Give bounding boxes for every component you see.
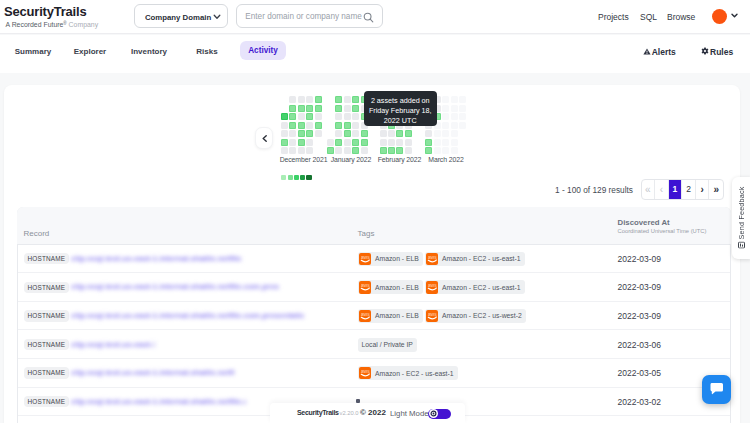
svg-text:aws: aws bbox=[427, 283, 436, 288]
svg-text:aws: aws bbox=[360, 283, 369, 288]
svg-text:aws: aws bbox=[427, 312, 436, 317]
svg-text:aws: aws bbox=[427, 255, 436, 260]
svg-text:aws: aws bbox=[360, 312, 369, 317]
svg-text:aws: aws bbox=[360, 369, 369, 374]
svg-text:aws: aws bbox=[360, 255, 369, 260]
